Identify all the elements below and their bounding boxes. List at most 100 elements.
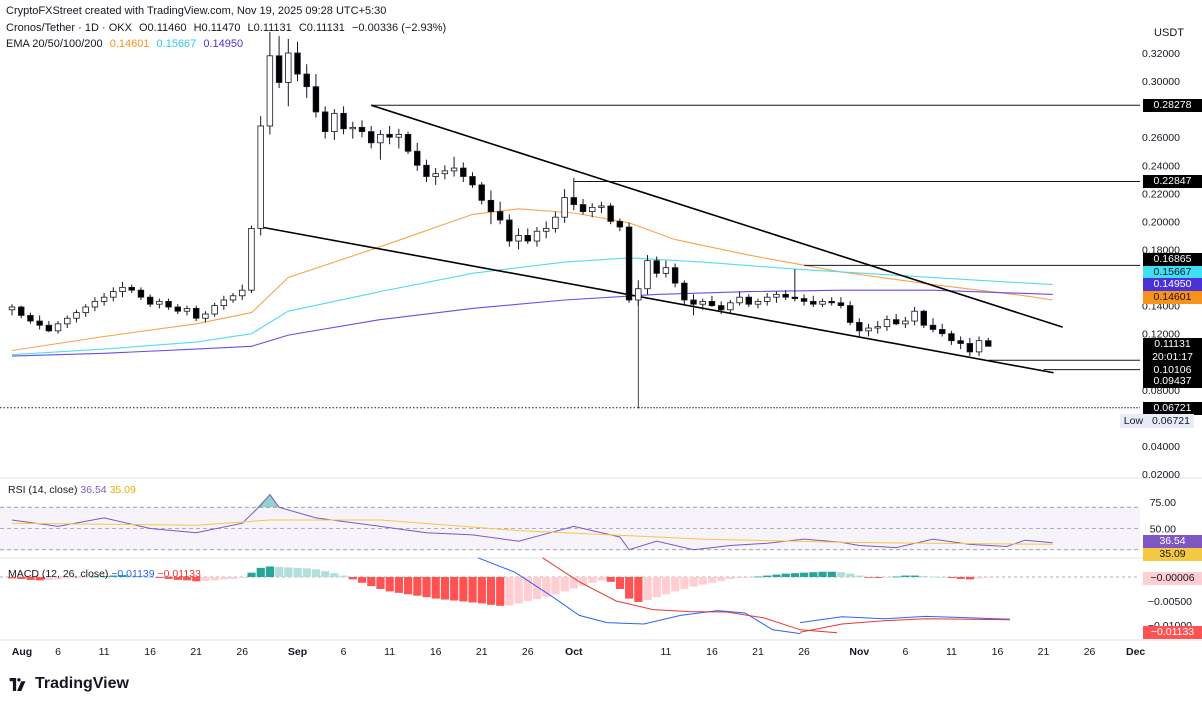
symbol-label: Cronos/Tether · 1D · OKX (6, 22, 132, 34)
candle-down (948, 333, 955, 342)
macd-histogram-bar (790, 573, 800, 577)
candle-down (828, 300, 835, 304)
macd-histogram-bar (229, 577, 238, 579)
candle-down (36, 320, 43, 326)
candle-down (27, 315, 34, 322)
ema50-value: 0.15667 (156, 38, 197, 50)
candle-down (18, 306, 25, 316)
candle-down (146, 296, 154, 305)
macd-histogram-bar (330, 573, 339, 577)
candle-up (874, 326, 881, 329)
price-axis-label: 0.14000 (1142, 301, 1180, 313)
price-tag-0: 0.28278 (1143, 98, 1202, 112)
macd-histogram-bar (984, 577, 993, 578)
price-tag-10: 0.06721 (1143, 401, 1202, 415)
macd-histogram-bar (689, 577, 698, 587)
macd-histogram-bar (54, 577, 63, 580)
macd-histogram-bar (440, 577, 450, 600)
candle-down (791, 296, 799, 299)
candle-up (73, 312, 80, 319)
candle-up (220, 299, 228, 306)
candle-down (939, 329, 946, 335)
macd-histogram-bar (109, 575, 118, 577)
candle-down (303, 73, 310, 88)
candle-down (607, 205, 614, 222)
ohlc-legend[interactable]: Cronos/Tether · 1D · OKX O0.11460 H0.114… (6, 22, 450, 34)
macd-histogram-bar (477, 577, 486, 604)
macd-histogram-bar (735, 577, 744, 578)
candle-up (266, 55, 274, 127)
ema-line-ema50 (11, 257, 1053, 356)
candle-down (128, 286, 135, 291)
low-tag: Low 0.06721 (1119, 414, 1194, 428)
price-tag-6: 0.11131 (1143, 337, 1202, 351)
candle-down (985, 340, 992, 347)
ema-label: EMA 20/50/100/200 (6, 38, 103, 50)
macd-histogram-bar (192, 577, 201, 582)
candle-down (414, 150, 421, 166)
macd-histogram-bar (772, 574, 781, 577)
candle-down (625, 226, 633, 301)
rsi-ma-value: 35.09 (110, 484, 136, 496)
price-axis-label: 0.02000 (1142, 469, 1180, 481)
candle-down (856, 322, 863, 332)
macd-signal-line (542, 557, 838, 634)
candle-down (800, 298, 808, 302)
macd-histogram-bar (864, 577, 873, 578)
macd-histogram-bar (901, 575, 910, 577)
price-axis-label: 0.20000 (1142, 216, 1180, 228)
candle-up (156, 300, 163, 305)
macd-histogram-bar (311, 569, 321, 577)
macd-histogram-bar (919, 576, 928, 577)
macd-histogram-bar (127, 575, 136, 577)
candle-down (45, 324, 53, 332)
candle-down (294, 52, 301, 75)
macd-histogram-bar (35, 577, 44, 581)
candle-down (837, 302, 845, 307)
time-axis-label: 16 (706, 646, 718, 658)
candle-up (773, 293, 780, 298)
candle-up (635, 288, 642, 301)
candle-up (598, 205, 605, 208)
macd-histogram-bar (523, 577, 532, 601)
candle-up (349, 126, 356, 130)
price-tag-9: 0.09437 (1143, 374, 1202, 388)
macd-histogram-bar (404, 577, 413, 595)
rsi-value: 36.54 (80, 484, 109, 496)
candle-down (690, 299, 697, 305)
candle-up (331, 112, 338, 132)
candle-down (137, 289, 145, 298)
low-value: L0.11131 (247, 22, 292, 34)
candle-down (846, 305, 854, 323)
ema-legend[interactable]: EMA 20/50/100/200 0.14601 0.15667 0.1495… (6, 38, 247, 50)
candle-up (975, 340, 983, 353)
tradingview-brand[interactable]: TradingView (7, 675, 129, 693)
price-tag-3: 0.15667 (1143, 265, 1202, 279)
time-axis-label: 11 (946, 646, 957, 658)
macd-histogram-bar (505, 577, 514, 606)
candle-down (966, 343, 974, 353)
candle-down (469, 176, 476, 186)
macd-histogram-bar (625, 577, 634, 599)
candle-up (542, 228, 550, 232)
low-tag-value: 0.06721 (1152, 415, 1190, 427)
price-axis-label: 0.32000 (1142, 48, 1180, 60)
candle-down (192, 308, 200, 319)
candle-up (754, 300, 762, 305)
macd-histogram-bar (486, 577, 496, 605)
macd-histogram-bar (376, 577, 385, 589)
macd-histogram-bar (956, 577, 965, 579)
macd-histogram-bar (744, 577, 753, 578)
candle-up (119, 286, 126, 292)
time-axis-label: 16 (144, 646, 156, 658)
macd-histogram-bar (717, 577, 726, 581)
macd-histogram-bar (321, 571, 330, 577)
candle-down (487, 199, 495, 212)
macd-histogram-bar (265, 566, 275, 577)
macd-histogram-bar (238, 577, 247, 578)
candle-down (782, 293, 789, 298)
macd-histogram-bar (173, 577, 182, 580)
time-axis-label: 11 (660, 646, 671, 658)
candle-down (386, 133, 393, 138)
